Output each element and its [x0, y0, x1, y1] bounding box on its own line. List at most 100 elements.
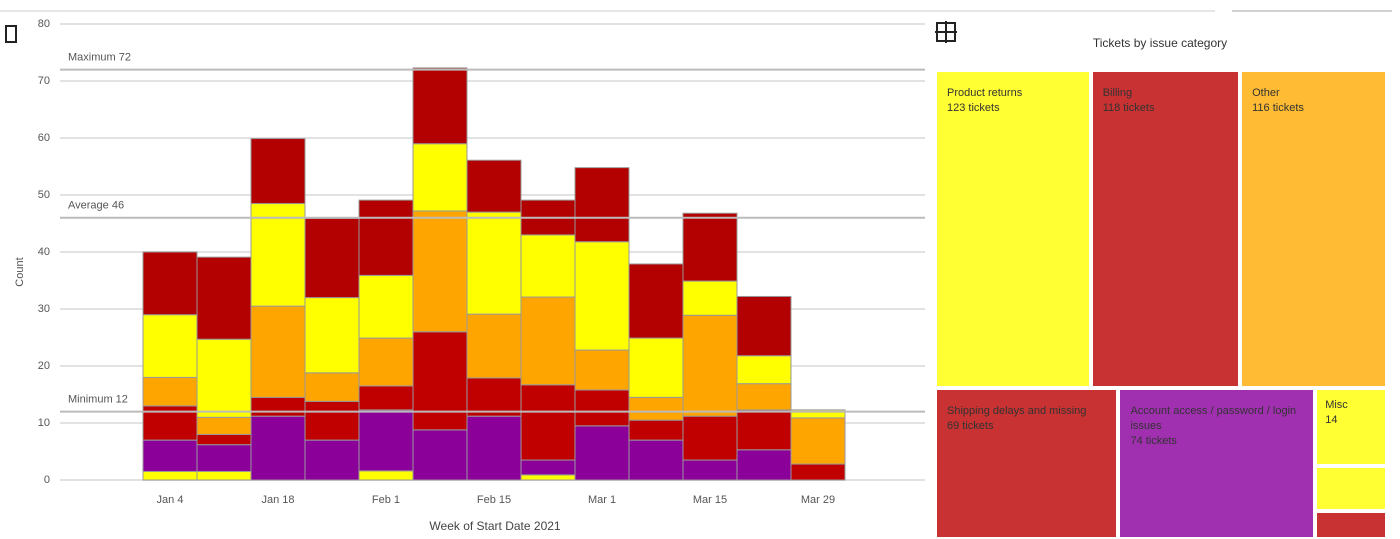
bar-segment — [250, 396, 306, 417]
y-tick-label: 40 — [38, 246, 50, 258]
treemap-tile[interactable] — [1315, 466, 1387, 511]
bar-segment — [682, 459, 738, 481]
bar-segment — [790, 463, 846, 481]
y-tick-label: 70 — [38, 75, 50, 87]
bar-segment — [142, 470, 198, 481]
x-tick-label: Jan 18 — [261, 494, 294, 506]
bar-segment — [466, 159, 522, 213]
bar-segment — [466, 211, 522, 315]
bar-segment — [304, 297, 360, 374]
treemap-tile[interactable]: Other 116 tickets — [1240, 70, 1387, 388]
reference-label: Maximum 72 — [68, 52, 131, 64]
bar-segment — [358, 199, 414, 276]
bar-segment — [412, 429, 468, 481]
bar-segment — [520, 474, 576, 481]
x-axis-title: Week of Start Date 2021 — [429, 519, 561, 533]
bar-segment — [304, 217, 360, 299]
bar-segment — [412, 67, 468, 145]
bar-segment — [196, 433, 252, 446]
bar-segment — [628, 419, 684, 441]
bar-segment — [574, 167, 630, 243]
bar-segment — [196, 470, 252, 481]
x-tick-label: Mar 1 — [588, 494, 616, 506]
bar-segment — [358, 274, 414, 339]
tile-value: 69 tickets — [947, 419, 994, 432]
x-tick-label: Feb 1 — [372, 494, 400, 506]
top-rule — [1232, 10, 1392, 12]
bar-segment — [520, 234, 576, 298]
treemap-tile[interactable]: Billing 118 tickets — [1090, 70, 1241, 388]
tile-label: Other — [1252, 87, 1280, 99]
y-tick-label: 0 — [44, 474, 50, 486]
bar-segment — [736, 449, 792, 481]
y-axis-title: Count — [14, 257, 26, 286]
bar-segment — [682, 280, 738, 316]
tile-label: Billing — [1102, 87, 1133, 99]
x-tick-label: Mar 15 — [693, 494, 727, 506]
tile-value: 123 tickets — [947, 102, 1000, 114]
tile-label: Misc — [1325, 398, 1348, 411]
bar-segment — [304, 439, 360, 481]
treemap-tile[interactable]: Product returns 123 tickets — [935, 70, 1091, 388]
bar-segment — [628, 337, 684, 398]
bar-segment — [682, 314, 738, 417]
bar-segment — [358, 385, 414, 411]
bar-segment — [628, 263, 684, 339]
bar-segment — [736, 383, 792, 411]
menu-icon[interactable] — [5, 25, 17, 43]
bar-segment — [142, 439, 198, 472]
y-tick-label: 80 — [38, 18, 50, 30]
bar-segment — [250, 138, 306, 205]
bar-segment — [196, 256, 252, 340]
treemap-tile[interactable]: Shipping delays and missing 69 tickets — [935, 387, 1119, 539]
bar-segment — [142, 314, 198, 378]
bar-segment — [358, 470, 414, 481]
bar-segment — [358, 337, 414, 387]
treemap: Product returns 123 tickets Billing 118 tic… — [935, 70, 1387, 539]
treemap-tile[interactable] — [1315, 510, 1387, 539]
bar-segment — [466, 415, 522, 481]
y-tick-label: 10 — [38, 417, 50, 429]
bar-segment — [574, 241, 630, 351]
grid-icon[interactable] — [934, 20, 958, 44]
treemap-tile[interactable]: Misc 14 — [1315, 387, 1387, 467]
tile-label: Product returns — [947, 87, 1023, 99]
bar-segment — [196, 444, 252, 472]
x-tick-label: Jan 4 — [157, 494, 184, 506]
reference-label: Minimum 12 — [68, 394, 128, 406]
bar-segment — [574, 349, 630, 391]
bar-segment — [466, 377, 522, 417]
bar-segment — [628, 439, 684, 481]
bar-segment — [520, 296, 576, 386]
bar-segment — [520, 384, 576, 461]
bar-segment — [736, 295, 792, 357]
y-tick-label: 20 — [38, 360, 50, 372]
bar-segment — [142, 376, 198, 407]
bar-segment — [790, 409, 846, 419]
tile-value: 74 tickets — [1130, 434, 1177, 447]
bar-segment — [466, 313, 522, 379]
bar-segment — [196, 416, 252, 435]
bar-segment — [412, 143, 468, 212]
reference-label: Average 46 — [68, 200, 124, 212]
tile-value: 116 tickets — [1252, 102, 1304, 114]
tile-value: 118 tickets — [1102, 102, 1155, 114]
y-tick-label: 30 — [38, 303, 50, 315]
bar-segment — [304, 400, 360, 441]
tile-label: Account access / password / login issues — [1130, 404, 1297, 432]
treemap-tile[interactable]: Account access / password / login issues… — [1118, 387, 1316, 539]
bar-segment — [628, 396, 684, 421]
bar-chart: Count Week of Start Date 2021 0 10 20 30 40 5… — [5, 18, 925, 533]
bar-segment — [574, 389, 630, 427]
bar-segment — [196, 338, 252, 418]
bar-segment — [250, 203, 306, 307]
bar-segment — [736, 355, 792, 385]
x-tick-label: Mar 29 — [801, 494, 835, 506]
bar-segment — [574, 425, 630, 481]
tile-label: Shipping delays and missing — [947, 404, 1087, 417]
treemap-title: Tickets by issue category — [1092, 36, 1228, 50]
top-rule — [0, 10, 1215, 12]
bar-segment — [412, 210, 468, 333]
bar-segment — [682, 212, 738, 282]
